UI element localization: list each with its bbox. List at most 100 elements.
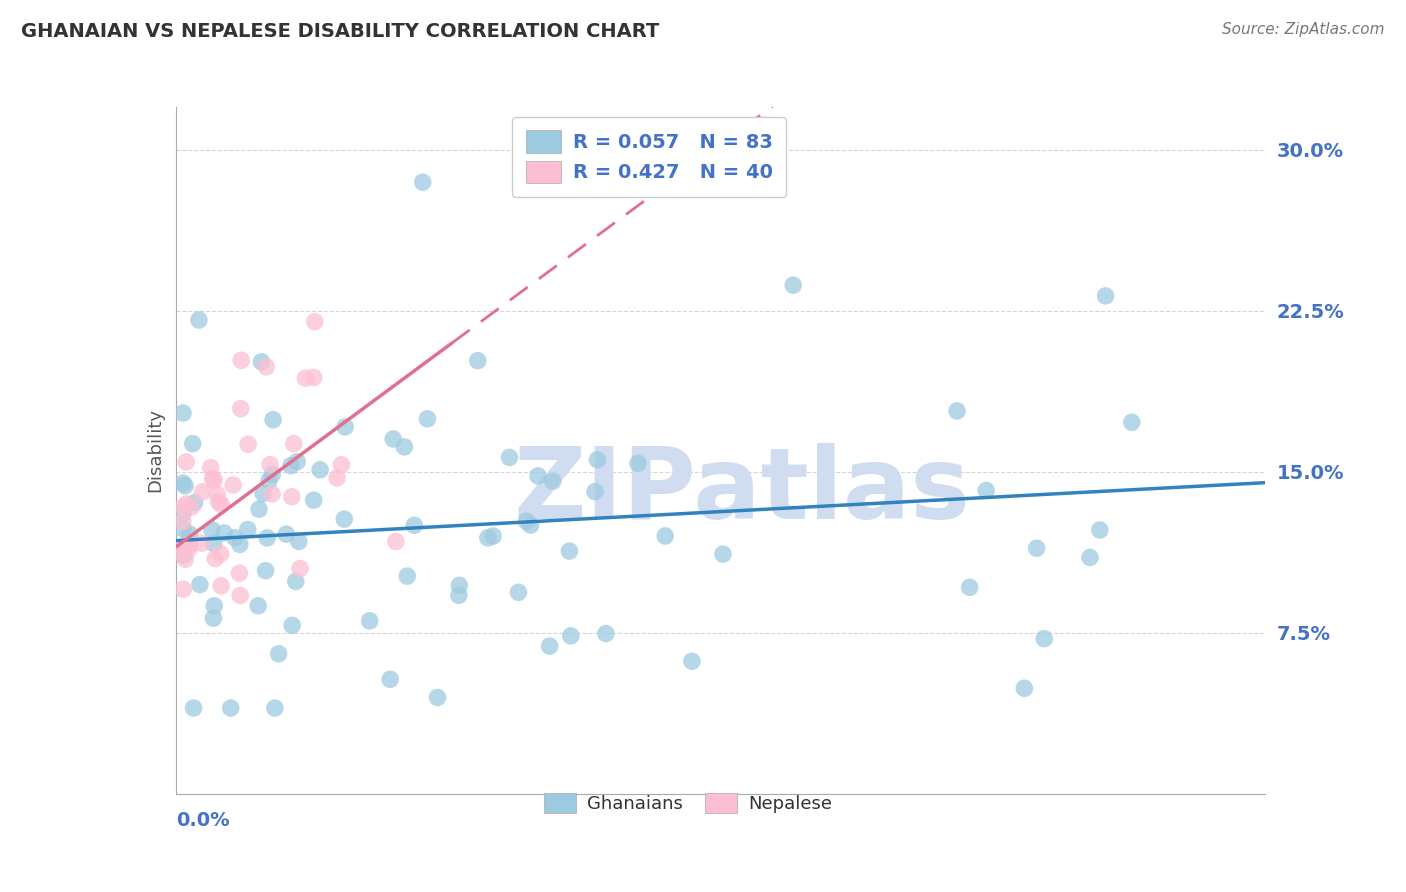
Point — [209, 498, 232, 512]
Point — [946, 404, 969, 418]
Point — [209, 547, 232, 561]
Point — [288, 534, 311, 549]
Point — [172, 522, 194, 536]
Point — [236, 523, 259, 537]
Point — [304, 315, 326, 329]
Point — [281, 490, 304, 504]
Point — [558, 544, 581, 558]
Point — [183, 701, 205, 715]
Point — [309, 463, 332, 477]
Point — [236, 437, 259, 451]
Point — [201, 523, 224, 537]
Point — [254, 564, 277, 578]
Point — [330, 458, 353, 472]
Point — [1078, 550, 1101, 565]
Text: 0.0%: 0.0% — [176, 811, 229, 830]
Point — [183, 495, 205, 509]
Point — [207, 495, 229, 509]
Point — [527, 468, 550, 483]
Point — [247, 599, 270, 613]
Point — [202, 473, 225, 487]
Point — [276, 527, 298, 541]
Point — [1033, 632, 1056, 646]
Point — [302, 493, 325, 508]
Point — [222, 478, 245, 492]
Point — [264, 701, 287, 715]
Point — [172, 406, 194, 420]
Point — [412, 175, 434, 189]
Point — [252, 486, 274, 500]
Point — [508, 585, 530, 599]
Point — [172, 548, 194, 562]
Point — [172, 500, 194, 515]
Point — [482, 529, 505, 543]
Point — [174, 455, 197, 469]
Point — [280, 458, 302, 473]
Point — [209, 579, 232, 593]
Point — [333, 420, 356, 434]
Text: ZIPatlas: ZIPatlas — [515, 443, 970, 541]
Point — [172, 582, 194, 597]
Point — [380, 673, 402, 687]
Point — [247, 502, 270, 516]
Point — [385, 534, 408, 549]
Point — [262, 467, 284, 482]
Point — [467, 353, 489, 368]
Point — [394, 440, 416, 454]
Point — [191, 484, 214, 499]
Point — [187, 313, 209, 327]
Point — [172, 540, 194, 554]
Point — [416, 412, 439, 426]
Point — [627, 456, 650, 470]
Point — [515, 514, 537, 528]
Point — [654, 529, 676, 543]
Point — [181, 436, 204, 450]
Point — [449, 578, 471, 592]
Point — [176, 497, 198, 511]
Point — [250, 355, 273, 369]
Point — [256, 531, 278, 545]
Point — [359, 614, 381, 628]
Point — [1025, 541, 1047, 556]
Point — [288, 561, 311, 575]
Point — [1088, 523, 1111, 537]
Point — [229, 401, 252, 416]
Point — [172, 515, 194, 529]
Point — [711, 547, 734, 561]
Point — [172, 507, 194, 521]
Point — [477, 531, 499, 545]
Point — [180, 500, 202, 515]
Point — [959, 580, 981, 594]
Point — [426, 690, 449, 705]
Text: Source: ZipAtlas.com: Source: ZipAtlas.com — [1222, 22, 1385, 37]
Point — [201, 471, 224, 485]
Point — [595, 626, 617, 640]
Point — [284, 574, 307, 589]
Point — [333, 512, 356, 526]
Point — [177, 541, 200, 556]
Text: GHANAIAN VS NEPALESE DISABILITY CORRELATION CHART: GHANAIAN VS NEPALESE DISABILITY CORRELAT… — [21, 22, 659, 41]
Point — [231, 353, 253, 368]
Point — [681, 654, 703, 668]
Point — [560, 629, 582, 643]
Point — [172, 546, 194, 560]
Point — [188, 577, 211, 591]
Point — [202, 599, 225, 613]
Point — [229, 537, 252, 551]
Point — [205, 487, 228, 501]
Point — [583, 484, 606, 499]
Point — [447, 588, 470, 602]
Point — [586, 452, 609, 467]
Point — [174, 479, 197, 493]
Point — [294, 371, 316, 385]
Point — [229, 589, 252, 603]
Point — [204, 551, 226, 566]
Point — [974, 483, 997, 498]
Point — [202, 611, 225, 625]
Point — [281, 618, 304, 632]
Point — [541, 475, 564, 489]
Point — [404, 518, 426, 533]
Point — [1121, 415, 1143, 429]
Point — [382, 432, 405, 446]
Point — [396, 569, 419, 583]
